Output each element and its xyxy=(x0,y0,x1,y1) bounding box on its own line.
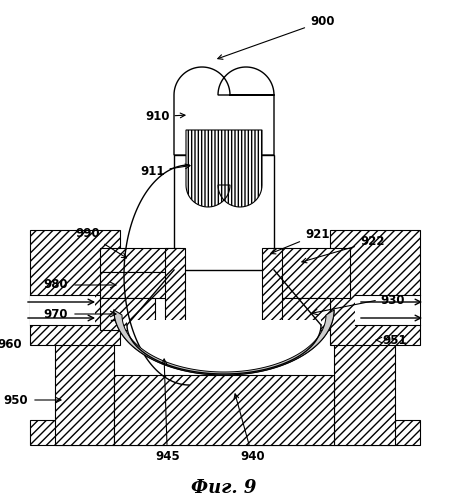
Bar xyxy=(100,248,180,272)
Text: 950: 950 xyxy=(4,394,28,407)
Polygon shape xyxy=(186,130,262,207)
Polygon shape xyxy=(127,320,321,374)
Bar xyxy=(268,248,350,298)
Polygon shape xyxy=(174,67,274,155)
Bar xyxy=(114,375,334,445)
Text: 990: 990 xyxy=(75,227,127,258)
Bar xyxy=(55,320,114,445)
Bar xyxy=(262,248,282,325)
Bar xyxy=(330,230,420,345)
Bar xyxy=(355,295,420,325)
Text: 930: 930 xyxy=(380,293,405,306)
Bar xyxy=(30,295,95,325)
Bar xyxy=(30,230,120,345)
Text: 980: 980 xyxy=(44,278,68,291)
Text: 921: 921 xyxy=(271,228,330,254)
Bar xyxy=(100,272,180,298)
Text: 970: 970 xyxy=(44,307,68,320)
Bar xyxy=(334,320,395,445)
Bar xyxy=(165,248,185,325)
Bar xyxy=(174,155,274,270)
Bar xyxy=(30,420,420,445)
Bar xyxy=(60,380,390,395)
Text: 940: 940 xyxy=(234,394,264,463)
Text: Фиг. 9: Фиг. 9 xyxy=(191,479,257,497)
Polygon shape xyxy=(114,310,334,375)
Polygon shape xyxy=(114,310,334,375)
Text: 945: 945 xyxy=(155,359,180,463)
Text: 922: 922 xyxy=(302,235,384,263)
Text: 911: 911 xyxy=(140,164,190,178)
Text: 900: 900 xyxy=(218,15,335,59)
Bar xyxy=(268,298,330,330)
Bar xyxy=(100,298,155,330)
Text: 951: 951 xyxy=(382,333,407,346)
Text: 910: 910 xyxy=(145,110,185,123)
Text: 960: 960 xyxy=(0,338,22,351)
